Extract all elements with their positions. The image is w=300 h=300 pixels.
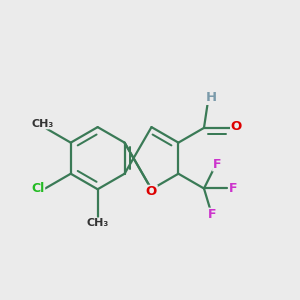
Text: Cl: Cl [31,182,45,195]
Text: F: F [213,158,221,171]
Text: F: F [208,208,217,221]
Text: O: O [231,120,242,134]
Text: F: F [229,182,237,195]
Text: H: H [206,91,217,104]
Text: CH₃: CH₃ [86,218,109,228]
Text: CH₃: CH₃ [32,119,54,129]
Text: O: O [146,185,157,198]
